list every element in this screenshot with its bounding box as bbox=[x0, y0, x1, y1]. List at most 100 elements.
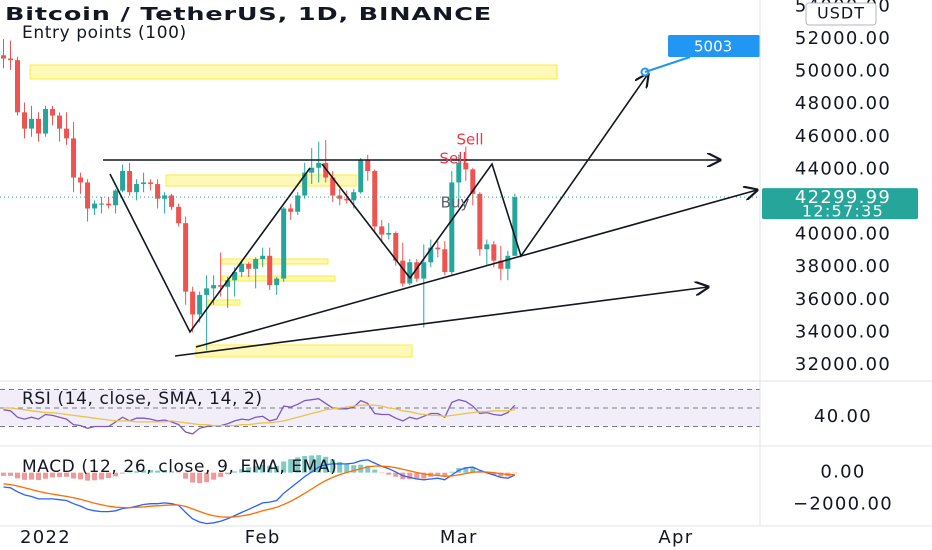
histogram-bar bbox=[470, 467, 476, 473]
candle-body bbox=[400, 260, 406, 284]
macd-title: MACD (12, 26, close, 9, EMA, EMA) bbox=[22, 457, 337, 477]
candle-body bbox=[71, 138, 77, 178]
zigzag bbox=[321, 74, 648, 280]
annotation: Sell bbox=[456, 131, 483, 149]
currency-label[interactable]: USDT bbox=[817, 4, 865, 23]
histogram-bar bbox=[148, 470, 154, 473]
candle-body bbox=[323, 162, 329, 178]
candle-body bbox=[442, 249, 448, 273]
indicator-line bbox=[3, 459, 516, 525]
countdown-label: 12:57:35 bbox=[802, 202, 884, 221]
candle-body bbox=[204, 288, 210, 295]
histogram-bar bbox=[190, 472, 196, 483]
histogram-bar bbox=[309, 455, 315, 473]
candle-body bbox=[463, 162, 469, 170]
histogram-bar bbox=[435, 472, 441, 476]
histogram-bar bbox=[211, 472, 217, 480]
histogram-bar bbox=[64, 472, 70, 477]
indicator-line bbox=[3, 404, 515, 427]
histogram-bar bbox=[274, 465, 280, 473]
histogram-bar bbox=[183, 472, 189, 479]
x-tick-label: Mar bbox=[440, 527, 478, 548]
histogram-bar bbox=[498, 472, 504, 477]
candle-body bbox=[393, 232, 399, 261]
histogram-bar bbox=[421, 472, 427, 479]
histogram-bar bbox=[1, 472, 7, 476]
candle-body bbox=[225, 280, 231, 287]
candle-body bbox=[358, 159, 364, 193]
zone bbox=[29, 64, 558, 80]
candle-body bbox=[113, 190, 119, 206]
candle-body bbox=[15, 60, 21, 113]
histogram-bar bbox=[288, 459, 294, 473]
histogram-bar bbox=[302, 455, 308, 473]
candle-body bbox=[281, 208, 287, 279]
candle-body bbox=[491, 244, 497, 261]
histogram-bar bbox=[463, 467, 469, 473]
drawings-zones bbox=[29, 64, 558, 358]
zigzag bbox=[109, 167, 311, 334]
last-price-label: 42299.99 bbox=[795, 187, 891, 208]
candle-body bbox=[99, 203, 105, 205]
candle-body bbox=[379, 226, 385, 235]
chart-title: Bitcoin / TetherUS, 1D, BINANCE bbox=[5, 4, 492, 25]
zone bbox=[165, 174, 357, 187]
candle-body bbox=[50, 109, 56, 116]
histogram-bar bbox=[71, 472, 77, 479]
candle-body bbox=[337, 195, 343, 199]
indicator-line bbox=[3, 398, 516, 435]
histogram-bar bbox=[127, 472, 133, 474]
y-tick-label: 32000.00 bbox=[795, 354, 891, 375]
callout-box bbox=[668, 35, 760, 57]
candle-body bbox=[456, 162, 462, 183]
histogram-bar bbox=[36, 472, 42, 481]
candle-body bbox=[176, 206, 182, 224]
candle-body bbox=[274, 278, 280, 286]
histogram-bar bbox=[393, 472, 399, 477]
candle-body bbox=[64, 128, 70, 139]
histogram-bar bbox=[442, 472, 448, 477]
indicator-line bbox=[3, 465, 515, 518]
histogram-bar bbox=[372, 469, 378, 473]
zone bbox=[195, 344, 413, 358]
candle-body bbox=[372, 171, 378, 227]
candle-body bbox=[512, 197, 518, 256]
histogram-bar bbox=[15, 472, 21, 479]
y-tick-label: 46000.00 bbox=[795, 126, 891, 147]
histogram-bar bbox=[197, 472, 203, 484]
histogram-bar bbox=[43, 472, 49, 479]
candle-body bbox=[316, 162, 322, 168]
histogram-bar bbox=[253, 465, 259, 473]
rsi-title: RSI (14, close, SMA, 14, 2) bbox=[22, 389, 263, 409]
candle-body bbox=[57, 115, 63, 129]
histogram-bar bbox=[169, 471, 175, 473]
candle-body bbox=[197, 294, 203, 315]
candle-body bbox=[449, 182, 455, 273]
currency-box[interactable] bbox=[805, 2, 877, 26]
callout-text: 5003 bbox=[694, 38, 732, 56]
histogram-bar bbox=[106, 472, 112, 479]
histogram-bar bbox=[491, 472, 497, 476]
trend-line bbox=[195, 190, 757, 348]
histogram-bar bbox=[113, 472, 119, 477]
annotation: Sell bbox=[439, 150, 466, 168]
candle-body bbox=[365, 159, 371, 172]
y-tick-label: 50000.00 bbox=[795, 61, 891, 82]
histogram-bar bbox=[120, 472, 126, 474]
y-tick-label: 38000.00 bbox=[795, 256, 891, 277]
histogram-bar bbox=[99, 472, 105, 480]
candle-body bbox=[470, 169, 476, 194]
histogram-bar bbox=[295, 457, 301, 473]
candle-body bbox=[190, 291, 196, 315]
candle-body bbox=[92, 203, 98, 209]
histogram-bar bbox=[92, 472, 98, 481]
candle-body bbox=[169, 195, 175, 207]
candle-body bbox=[484, 244, 490, 250]
histogram-bar bbox=[162, 470, 168, 473]
candle-body bbox=[183, 223, 189, 292]
candle-body bbox=[344, 198, 350, 201]
histogram-bar bbox=[449, 471, 455, 473]
candle-body bbox=[288, 208, 294, 212]
